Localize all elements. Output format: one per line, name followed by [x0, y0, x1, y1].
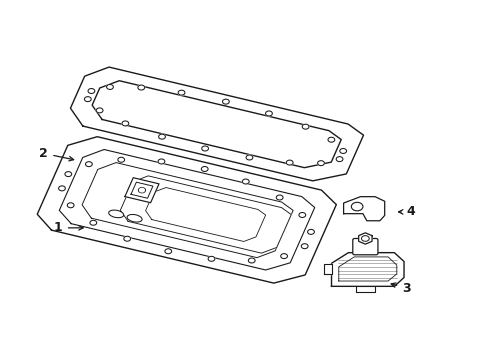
Circle shape [242, 179, 248, 184]
Circle shape [248, 258, 255, 263]
FancyBboxPatch shape [352, 238, 377, 255]
Circle shape [122, 121, 128, 126]
Circle shape [164, 249, 171, 254]
Circle shape [158, 159, 164, 164]
Polygon shape [324, 264, 331, 274]
Circle shape [88, 89, 95, 94]
Circle shape [96, 108, 103, 113]
Circle shape [138, 85, 144, 90]
Circle shape [245, 155, 252, 160]
Circle shape [138, 188, 145, 193]
Circle shape [361, 236, 368, 241]
Circle shape [139, 188, 144, 192]
Circle shape [65, 172, 72, 176]
Polygon shape [124, 178, 159, 203]
Polygon shape [92, 81, 341, 168]
Circle shape [339, 148, 346, 153]
Circle shape [201, 167, 208, 171]
Circle shape [327, 137, 334, 142]
Circle shape [67, 203, 74, 208]
Circle shape [307, 229, 314, 234]
Circle shape [222, 99, 229, 104]
Polygon shape [355, 286, 374, 292]
Polygon shape [145, 188, 265, 242]
Circle shape [123, 236, 130, 241]
Text: 3: 3 [390, 282, 410, 294]
Polygon shape [343, 197, 384, 221]
Polygon shape [358, 233, 371, 244]
Circle shape [317, 161, 324, 166]
Text: 1: 1 [54, 221, 83, 234]
Circle shape [286, 160, 292, 165]
Circle shape [90, 220, 97, 225]
Ellipse shape [127, 215, 142, 222]
Polygon shape [331, 253, 403, 286]
Circle shape [276, 195, 283, 200]
Circle shape [106, 85, 113, 89]
Circle shape [118, 157, 124, 162]
Circle shape [280, 254, 287, 258]
Circle shape [208, 256, 214, 261]
Polygon shape [338, 257, 396, 281]
Circle shape [202, 146, 208, 151]
Circle shape [178, 90, 184, 95]
Polygon shape [131, 182, 153, 198]
Text: 4: 4 [398, 206, 415, 219]
Circle shape [298, 212, 305, 217]
Circle shape [335, 157, 342, 162]
Circle shape [302, 124, 308, 129]
Polygon shape [120, 176, 291, 253]
Polygon shape [37, 137, 336, 283]
Circle shape [59, 186, 65, 191]
Polygon shape [82, 163, 292, 258]
Circle shape [84, 97, 91, 102]
Polygon shape [59, 149, 314, 270]
Circle shape [85, 162, 92, 167]
Text: 2: 2 [40, 147, 74, 161]
Ellipse shape [108, 210, 123, 218]
Circle shape [301, 244, 307, 249]
Circle shape [350, 202, 362, 211]
Polygon shape [70, 67, 363, 181]
Circle shape [158, 134, 165, 139]
Circle shape [265, 111, 272, 116]
